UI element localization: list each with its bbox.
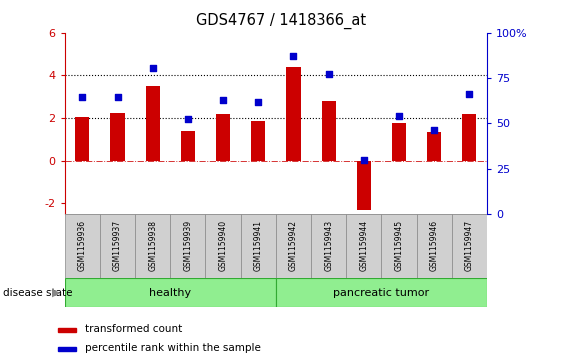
Text: GDS4767 / 1418366_at: GDS4767 / 1418366_at (196, 13, 367, 29)
Bar (146, 86, 160, 161)
FancyBboxPatch shape (100, 214, 135, 278)
FancyBboxPatch shape (382, 214, 417, 278)
Text: disease state: disease state (3, 287, 72, 298)
Point (465, 91, 474, 97)
FancyBboxPatch shape (135, 214, 171, 278)
FancyBboxPatch shape (276, 278, 487, 307)
Bar (251, 121, 265, 161)
Bar (75, 117, 90, 161)
Bar (181, 131, 195, 161)
Text: transformed count: transformed count (84, 324, 182, 334)
Text: GSM1159945: GSM1159945 (395, 220, 404, 272)
FancyBboxPatch shape (241, 214, 276, 278)
Text: GSM1159941: GSM1159941 (254, 220, 263, 272)
Point (184, 116, 193, 122)
FancyBboxPatch shape (311, 214, 346, 278)
FancyBboxPatch shape (346, 214, 382, 278)
Text: pancreatic tumor: pancreatic tumor (333, 287, 430, 298)
Point (78, 94, 87, 99)
Point (254, 99, 263, 105)
Bar (462, 114, 476, 161)
Point (289, 53, 298, 59)
Bar (392, 123, 406, 161)
Text: GSM1159942: GSM1159942 (289, 220, 298, 272)
Point (324, 72, 333, 77)
Text: GSM1159940: GSM1159940 (218, 220, 227, 272)
Text: percentile rank within the sample: percentile rank within the sample (84, 343, 261, 352)
Point (148, 65, 157, 71)
Text: GSM1159938: GSM1159938 (148, 220, 157, 272)
Bar (58, 347, 76, 351)
Bar (287, 67, 301, 161)
Text: GSM1159944: GSM1159944 (359, 220, 368, 272)
FancyBboxPatch shape (417, 214, 452, 278)
Text: GSM1159936: GSM1159936 (78, 220, 87, 272)
Text: GSM1159946: GSM1159946 (430, 220, 439, 272)
FancyBboxPatch shape (171, 214, 205, 278)
FancyBboxPatch shape (276, 214, 311, 278)
Text: healthy: healthy (149, 287, 191, 298)
Text: GSM1159947: GSM1159947 (465, 220, 474, 272)
FancyBboxPatch shape (452, 214, 487, 278)
Point (359, 157, 368, 163)
FancyBboxPatch shape (65, 214, 100, 278)
Bar (216, 114, 230, 161)
Bar (427, 132, 441, 161)
Text: GSM1159943: GSM1159943 (324, 220, 333, 272)
Bar (321, 101, 336, 161)
FancyBboxPatch shape (65, 278, 276, 307)
Text: GSM1159937: GSM1159937 (113, 220, 122, 272)
Point (113, 94, 122, 99)
Point (430, 127, 439, 133)
Point (218, 97, 227, 103)
Bar (58, 328, 76, 332)
Bar (357, 161, 371, 210)
Point (395, 113, 404, 119)
FancyBboxPatch shape (205, 214, 241, 278)
Bar (110, 113, 124, 161)
Text: ▶: ▶ (52, 287, 61, 298)
Text: GSM1159939: GSM1159939 (184, 220, 193, 272)
